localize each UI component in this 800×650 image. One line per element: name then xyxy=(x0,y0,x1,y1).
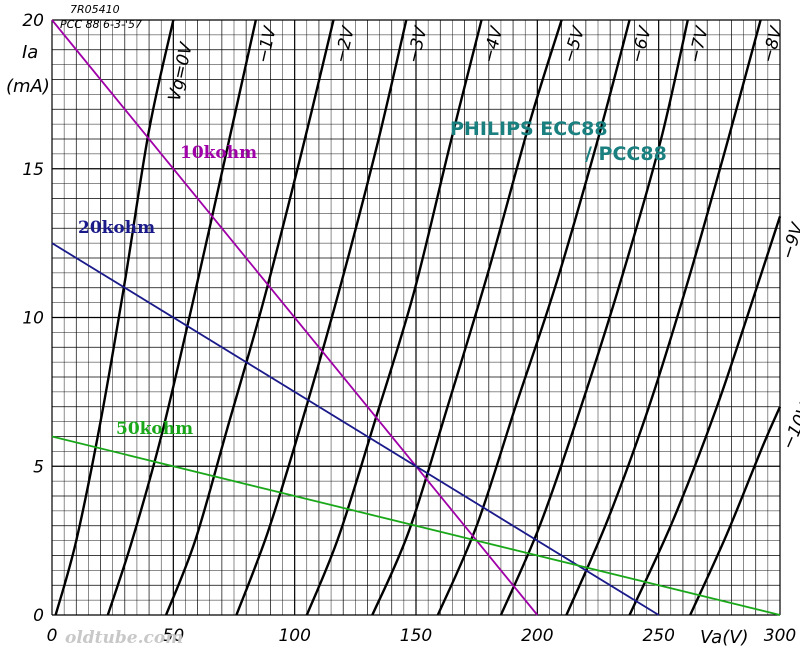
plate-curve-label: −4V xyxy=(479,23,508,65)
load-lines: 10kohm 20kohm 50kohm xyxy=(51,19,781,616)
plate-curve-label: −10V xyxy=(778,400,800,453)
x-tick-label: 200 xyxy=(521,626,553,646)
y-tick-label: 5 xyxy=(33,457,44,477)
plate-curve-label: −5V xyxy=(559,23,589,65)
load-line xyxy=(51,19,539,616)
plate-curve-label: Vg=0V xyxy=(165,40,198,103)
plate-curve-label: −9V xyxy=(778,220,800,262)
plate-curve-label: −2V xyxy=(331,23,359,65)
x-tick-label: 250 xyxy=(642,626,674,646)
x-tick-label: 50 xyxy=(163,626,185,646)
stamp-line-1: 7R05410 xyxy=(70,3,120,16)
plate-curve xyxy=(689,406,782,616)
load-line xyxy=(51,435,781,616)
plate-curve xyxy=(565,19,762,616)
chart-title-line-2: / PCC88 xyxy=(585,143,667,165)
x-tick-label: 150 xyxy=(400,626,432,646)
y-tick-label: 15 xyxy=(22,160,44,180)
y-axis-title: Ia xyxy=(22,42,38,63)
y-axis-unit: (mA) xyxy=(6,76,50,97)
x-tick-labels: 0 50 100 150 200 250 300 xyxy=(47,626,797,646)
plate-curve xyxy=(54,19,175,616)
plate-curve xyxy=(305,19,483,616)
load-line-label: 20kohm xyxy=(78,218,155,238)
watermark: oldtube.com xyxy=(65,628,183,648)
plate-curve xyxy=(436,19,631,616)
plate-curve-label: −8V xyxy=(758,23,787,65)
load-line-label: 10kohm xyxy=(180,143,257,163)
plate-curve-label: −1V xyxy=(253,24,281,65)
x-tick-label: 100 xyxy=(278,626,310,646)
plate-curve-label: −3V xyxy=(404,24,432,66)
plate-curve xyxy=(106,19,258,616)
y-tick-label: 10 xyxy=(22,309,44,329)
x-tick-label: 0 xyxy=(47,626,58,646)
plate-curve-label: −6V xyxy=(627,23,656,65)
plate-curve xyxy=(235,19,408,616)
x-axis-title: Va(V) xyxy=(700,627,749,648)
plate-curve xyxy=(628,215,782,616)
stamp-line-2: PCC 88 6-3-'57 xyxy=(60,18,142,31)
x-tick-label: 300 xyxy=(764,626,796,646)
plate-curve-label: −7V xyxy=(685,24,713,66)
load-line xyxy=(51,242,660,616)
y-tick-label: 0 xyxy=(33,606,44,626)
y-tick-label: 20 xyxy=(22,11,44,31)
plate-curve xyxy=(371,19,563,616)
plate-curve xyxy=(164,19,335,616)
chart-title-line-1: PHILIPS ECC88 xyxy=(450,118,608,140)
load-line-label: 50kohm xyxy=(116,419,193,439)
y-tick-labels: 0 5 10 15 20 xyxy=(22,11,44,626)
plate-curve xyxy=(499,19,689,616)
